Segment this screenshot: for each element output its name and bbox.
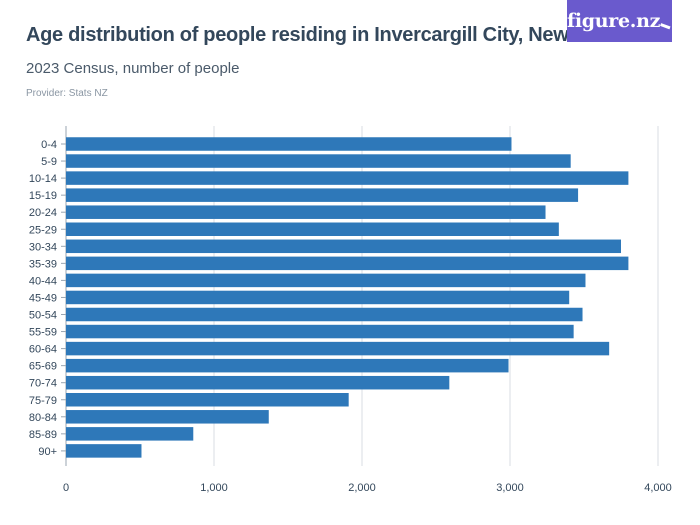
logo-text: figure.nz <box>567 10 661 32</box>
category-label: 10-14 <box>29 173 57 185</box>
category-label: 65-69 <box>29 361 57 373</box>
data-provider: Provider: Stats NZ <box>26 88 108 99</box>
category-label: 5-9 <box>41 156 57 168</box>
bar-50-54[interactable] <box>66 307 583 322</box>
category-label: 50-54 <box>29 310 57 322</box>
bar-65-69[interactable] <box>66 358 509 373</box>
bar-80-84[interactable] <box>66 410 269 424</box>
bar-5-9[interactable] <box>66 154 571 168</box>
chart-title: Age distribution of people residing in I… <box>26 24 648 46</box>
x-tick-label: 1,000 <box>200 482 228 494</box>
bar-0-4[interactable] <box>66 137 512 151</box>
bar-90+[interactable] <box>66 444 142 458</box>
figure-nz-logo[interactable]: figure.nz <box>567 0 672 42</box>
category-label: 20-24 <box>29 207 57 219</box>
bar-35-39[interactable] <box>66 256 629 271</box>
bars <box>66 137 629 458</box>
x-tick-label: 0 <box>63 482 69 494</box>
bar-30-34[interactable] <box>66 239 621 254</box>
category-label: 90+ <box>38 446 57 458</box>
category-label: 45-49 <box>29 292 57 304</box>
category-label: 0-4 <box>41 139 57 151</box>
category-label: 55-59 <box>29 327 57 339</box>
chart-subtitle: 2023 Census, number of people <box>26 60 240 77</box>
category-label: 80-84 <box>29 412 57 424</box>
category-label: 40-44 <box>29 275 57 287</box>
category-label: 25-29 <box>29 224 57 236</box>
bar-45-49[interactable] <box>66 290 570 305</box>
bar-20-24[interactable] <box>66 205 546 219</box>
category-labels: 0-4 5-9 10-14 15-19 20-24 25-29 30-34 35-39 40-4… <box>29 139 66 458</box>
x-tick-label: 4,000 <box>644 482 672 494</box>
category-label: 35-39 <box>29 258 57 270</box>
bar-60-64[interactable] <box>66 341 610 356</box>
x-tick-label: 3,000 <box>496 482 524 494</box>
category-label: 85-89 <box>29 429 57 441</box>
x-tick-label: 2,000 <box>348 482 376 494</box>
category-label: 70-74 <box>29 378 57 390</box>
bar-55-59[interactable] <box>66 324 574 339</box>
bar-75-79[interactable] <box>66 393 349 407</box>
bar-70-74[interactable] <box>66 375 450 390</box>
bar-85-89[interactable] <box>66 427 194 441</box>
bar-25-29[interactable] <box>66 222 559 237</box>
category-label: 15-19 <box>29 190 57 202</box>
bar-10-14[interactable] <box>66 171 629 185</box>
category-label: 30-34 <box>29 241 57 253</box>
x-tick-labels: 0 1,000 2,000 3,000 4,000 <box>63 482 672 494</box>
bar-15-19[interactable] <box>66 188 579 202</box>
bar-40-44[interactable] <box>66 273 586 288</box>
category-label: 75-79 <box>29 395 57 407</box>
category-label: 60-64 <box>29 344 57 356</box>
